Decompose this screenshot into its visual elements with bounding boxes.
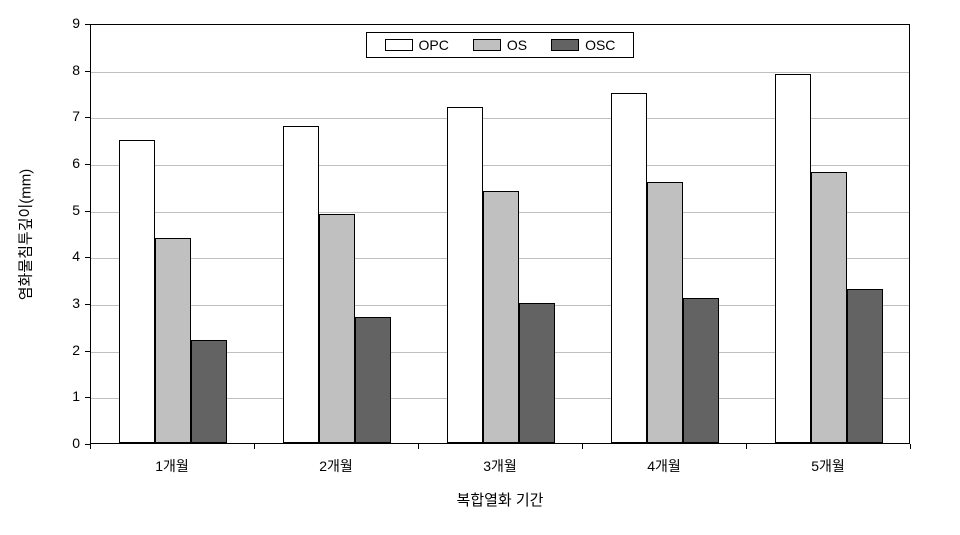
x-tick-mark — [746, 444, 747, 449]
bar-osc — [191, 340, 227, 443]
y-tick-label: 0 — [50, 435, 80, 451]
x-tick-label: 4개월 — [624, 456, 704, 476]
legend-label: OSC — [585, 37, 615, 53]
y-tick-label: 2 — [50, 342, 80, 358]
x-tick-mark — [90, 444, 91, 449]
bar-osc — [847, 289, 883, 443]
bar-osc — [519, 303, 555, 443]
legend-swatch — [473, 39, 501, 51]
legend-item-os: OS — [473, 37, 527, 53]
x-tick-label: 3개월 — [460, 456, 540, 476]
y-tick-mark — [85, 24, 90, 25]
y-tick-label: 7 — [50, 108, 80, 124]
plot-area — [90, 24, 910, 444]
bar-opc — [775, 74, 811, 443]
x-axis-label: 복합열화 기간 — [420, 489, 580, 510]
x-tick-label: 2개월 — [296, 456, 376, 476]
bar-os — [647, 182, 683, 443]
y-tick-label: 1 — [50, 388, 80, 404]
x-tick-mark — [254, 444, 255, 449]
y-tick-mark — [85, 117, 90, 118]
legend: OPC OS OSC — [366, 32, 635, 58]
y-tick-mark — [85, 351, 90, 352]
y-axis-label: 염화물침투깊이(mm) — [15, 135, 36, 335]
bar-osc — [683, 298, 719, 443]
y-tick-mark — [85, 257, 90, 258]
y-tick-mark — [85, 211, 90, 212]
bar-opc — [119, 140, 155, 443]
y-tick-mark — [85, 397, 90, 398]
x-tick-label: 5개월 — [788, 456, 868, 476]
bar-os — [483, 191, 519, 443]
y-tick-mark — [85, 71, 90, 72]
y-tick-mark — [85, 304, 90, 305]
bar-os — [319, 214, 355, 443]
x-tick-mark — [418, 444, 419, 449]
x-tick-label: 1개월 — [132, 456, 212, 476]
legend-swatch — [551, 39, 579, 51]
bar-os — [811, 172, 847, 443]
y-tick-label: 3 — [50, 295, 80, 311]
bar-osc — [355, 317, 391, 443]
y-tick-label: 5 — [50, 202, 80, 218]
legend-item-osc: OSC — [551, 37, 615, 53]
gridline — [91, 72, 909, 73]
y-tick-label: 9 — [50, 15, 80, 31]
y-tick-label: 6 — [50, 155, 80, 171]
y-tick-mark — [85, 164, 90, 165]
legend-swatch — [385, 39, 413, 51]
x-tick-mark — [910, 444, 911, 449]
legend-label: OS — [507, 37, 527, 53]
chart-container: 0 1 2 3 4 5 6 7 8 9 1개월 2개월 3개월 4개월 5개월 염화물침투깊이(mm) 복… — [0, 0, 960, 535]
legend-label: OPC — [419, 37, 449, 53]
bar-opc — [611, 93, 647, 443]
legend-item-opc: OPC — [385, 37, 449, 53]
y-tick-label: 4 — [50, 248, 80, 264]
x-tick-mark — [582, 444, 583, 449]
y-tick-label: 8 — [50, 62, 80, 78]
bar-opc — [447, 107, 483, 443]
bar-os — [155, 238, 191, 443]
bar-opc — [283, 126, 319, 443]
